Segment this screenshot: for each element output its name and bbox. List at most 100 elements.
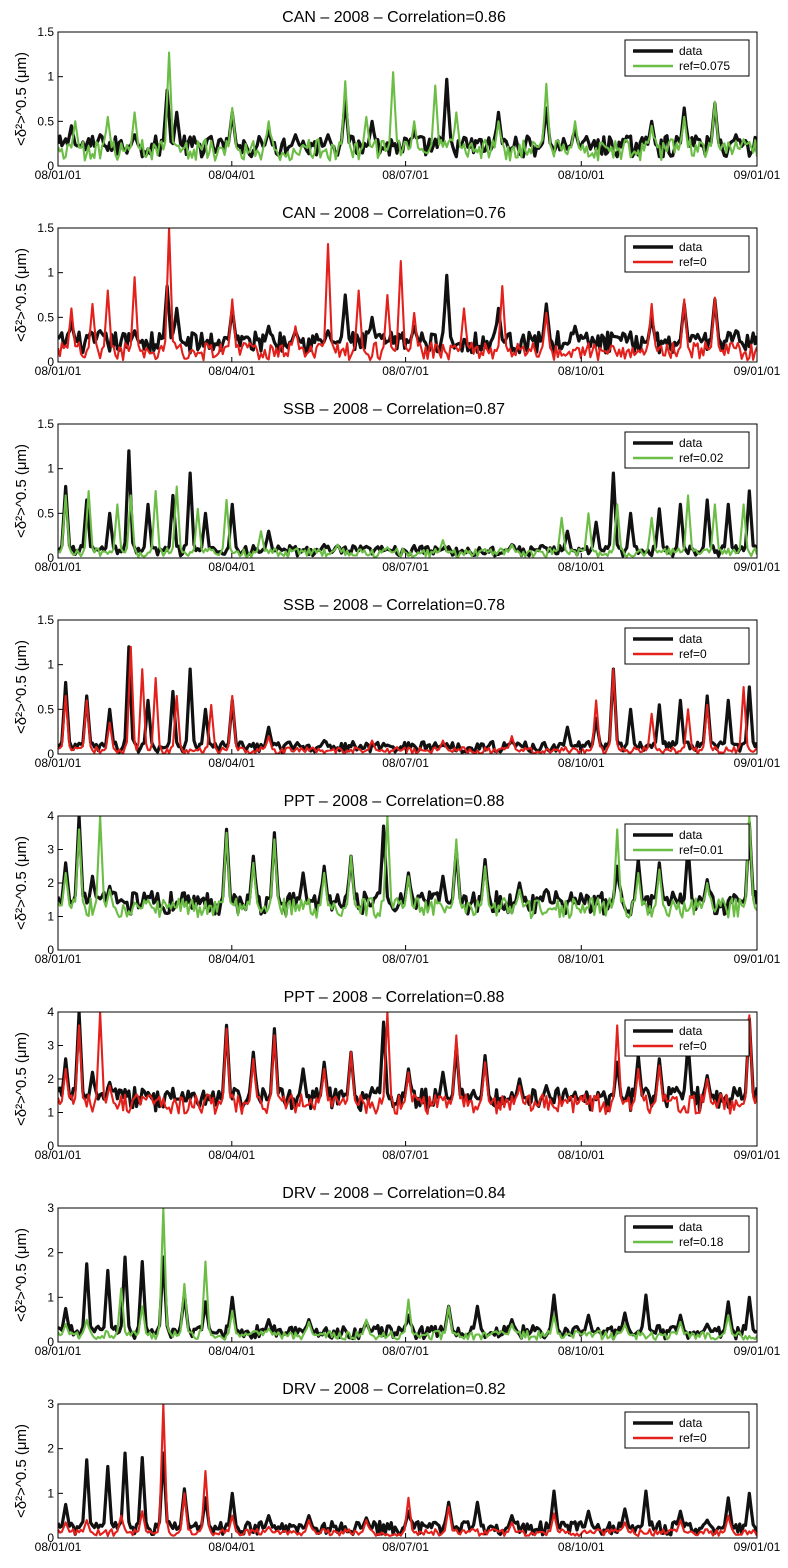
y-tick-label: 1.5	[37, 25, 54, 39]
series-line-ref	[58, 485, 757, 558]
plot-frame	[57, 619, 758, 755]
chart-panel-7: DRV – 2008 – Correlation=0.84 <δ²>^0.5 (μ…	[0, 1176, 788, 1372]
series-line-data	[58, 273, 757, 355]
legend-label: ref=0.02	[679, 451, 724, 465]
x-tick-label: 08/07/01	[382, 952, 429, 966]
x-tick-label: 08/04/01	[208, 364, 255, 378]
chart-title: SSB – 2008 – Correlation=0.87	[283, 401, 505, 418]
y-tick-label: 3	[47, 1201, 54, 1215]
x-tick-label: 08/10/01	[558, 364, 605, 378]
y-tick-label: 0.5	[37, 702, 54, 716]
y-axis-label: <δ²>^0.5 (μm)	[13, 836, 30, 930]
x-tick-label: 08/10/01	[558, 560, 605, 574]
chart-title: PPT – 2008 – Correlation=0.88	[284, 793, 505, 810]
y-axis-label: <δ²>^0.5 (μm)	[13, 640, 30, 734]
series-line-ref	[58, 1208, 757, 1341]
x-tick-label: 08/01/01	[35, 1540, 82, 1554]
legend-label: data	[679, 44, 703, 58]
x-tick-label: 08/07/01	[382, 756, 429, 770]
x-tick-label: 08/01/01	[35, 364, 82, 378]
x-tick-label: 08/04/01	[208, 952, 255, 966]
y-tick-label: 1	[47, 1486, 54, 1500]
plot-frame	[57, 31, 758, 167]
legend-label: data	[679, 828, 703, 842]
chart-svg: SSB – 2008 – Correlation=0.78 <δ²>^0.5 (μ…	[13, 597, 781, 770]
x-tick-label: 08/10/01	[558, 756, 605, 770]
y-tick-label: 2	[47, 1072, 54, 1086]
y-tick-label: 0	[47, 1531, 54, 1545]
x-tick-label: 08/07/01	[382, 168, 429, 182]
y-tick-label: 2	[47, 1442, 54, 1456]
x-tick-label: 08/07/01	[382, 1540, 429, 1554]
chart-title: CAN – 2008 – Correlation=0.86	[282, 9, 506, 26]
x-tick-label: 08/04/01	[208, 756, 255, 770]
y-tick-label: 1	[47, 1106, 54, 1120]
series-line-ref	[58, 1012, 757, 1116]
legend-label: data	[679, 1416, 703, 1430]
y-tick-label: 4	[47, 809, 54, 823]
y-tick-label: 0.5	[37, 506, 54, 520]
x-tick-label: 08/07/01	[382, 1344, 429, 1358]
legend-label: ref=0.075	[679, 59, 730, 73]
chart-svg: CAN – 2008 – Correlation=0.76 <δ²>^0.5 (μ…	[13, 205, 781, 378]
x-tick-label: 09/01/01	[734, 756, 781, 770]
y-axis-label: <δ²>^0.5 (μm)	[13, 1424, 30, 1518]
y-tick-label: 2	[47, 876, 54, 890]
y-tick-label: 1	[47, 70, 54, 84]
series-line-ref	[58, 816, 757, 920]
chart-panel-3: SSB – 2008 – Correlation=0.87 <δ²>^0.5 (μ…	[0, 392, 788, 588]
legend-label: ref=0	[679, 1431, 707, 1445]
chart-title: PPT – 2008 – Correlation=0.88	[284, 989, 505, 1006]
chart-svg: DRV – 2008 – Correlation=0.84 <δ²>^0.5 (μ…	[13, 1185, 781, 1358]
x-tick-label: 08/01/01	[35, 168, 82, 182]
y-tick-label: 3	[47, 1397, 54, 1411]
x-tick-label: 08/07/01	[382, 560, 429, 574]
legend-box	[624, 1411, 750, 1449]
chart-panel-4: SSB – 2008 – Correlation=0.78 <δ²>^0.5 (μ…	[0, 588, 788, 784]
chart-svg: PPT – 2008 – Correlation=0.88 <δ²>^0.5 (μ…	[13, 793, 781, 966]
legend-box	[624, 627, 750, 665]
y-tick-label: 0	[47, 1139, 54, 1153]
legend-box	[624, 235, 750, 273]
chart-panel-6: PPT – 2008 – Correlation=0.88 <δ²>^0.5 (μ…	[0, 980, 788, 1176]
plot-frame	[57, 1207, 758, 1343]
y-tick-label: 3	[47, 843, 54, 857]
x-tick-label: 09/01/01	[734, 364, 781, 378]
x-tick-label: 08/04/01	[208, 168, 255, 182]
y-tick-label: 0.5	[37, 310, 54, 324]
legend-label: ref=0	[679, 647, 707, 661]
chart-svg: PPT – 2008 – Correlation=0.88 <δ²>^0.5 (μ…	[13, 989, 781, 1162]
y-tick-label: 3	[47, 1039, 54, 1053]
y-tick-label: 2	[47, 1246, 54, 1260]
legend-label: data	[679, 240, 703, 254]
y-tick-label: 1.5	[37, 613, 54, 627]
y-tick-label: 0	[47, 943, 54, 957]
y-tick-label: 1	[47, 266, 54, 280]
x-tick-label: 09/01/01	[734, 1540, 781, 1554]
chart-title: SSB – 2008 – Correlation=0.78	[283, 597, 505, 614]
y-axis-label: <δ²>^0.5 (μm)	[13, 444, 30, 538]
x-tick-label: 08/01/01	[35, 756, 82, 770]
y-tick-label: 4	[47, 1005, 54, 1019]
y-axis-label: <δ²>^0.5 (μm)	[13, 248, 30, 342]
y-tick-label: 0	[47, 551, 54, 565]
chart-title: DRV – 2008 – Correlation=0.82	[282, 1381, 506, 1398]
x-tick-label: 08/01/01	[35, 1344, 82, 1358]
y-tick-label: 1.5	[37, 221, 54, 235]
y-tick-label: 1	[47, 1290, 54, 1304]
chart-title: DRV – 2008 – Correlation=0.84	[282, 1185, 506, 1202]
x-tick-label: 09/01/01	[734, 1344, 781, 1358]
y-tick-label: 1	[47, 462, 54, 476]
y-axis-label: <δ²>^0.5 (μm)	[13, 1228, 30, 1322]
x-tick-label: 08/01/01	[35, 1148, 82, 1162]
x-tick-label: 08/07/01	[382, 1148, 429, 1162]
legend-box	[624, 39, 750, 77]
y-tick-label: 0	[47, 747, 54, 761]
plot-frame	[57, 227, 758, 363]
x-tick-label: 09/01/01	[734, 952, 781, 966]
